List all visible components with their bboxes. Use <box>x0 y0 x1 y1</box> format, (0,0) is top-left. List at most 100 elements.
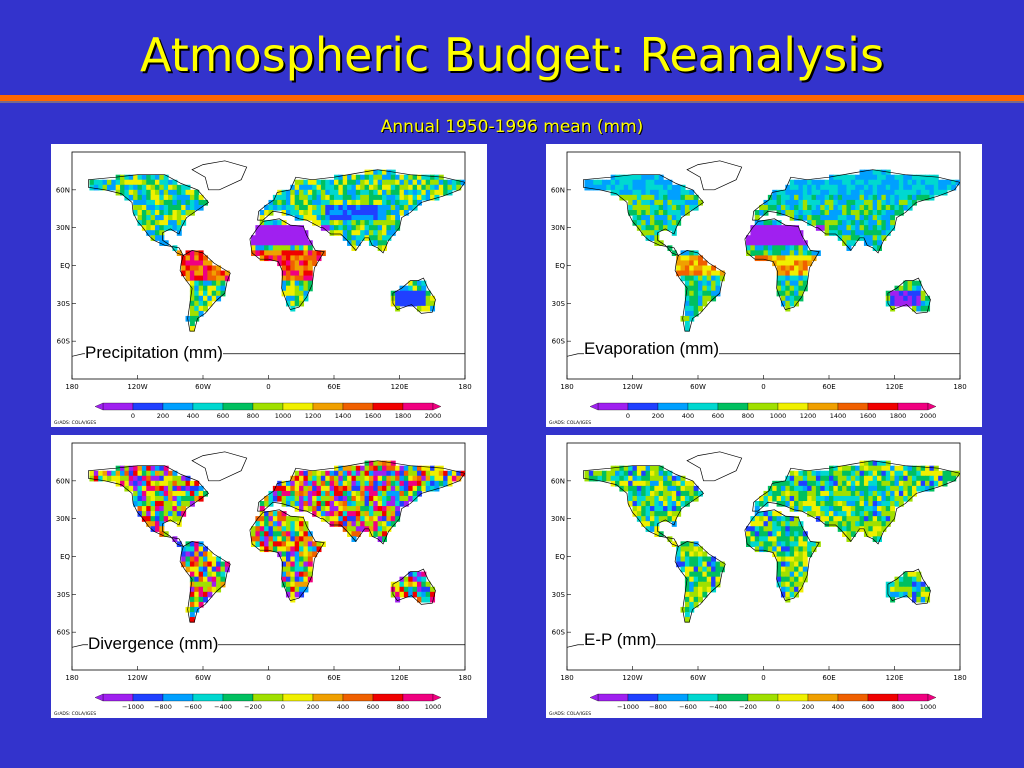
lon-tick-label: 0 <box>761 674 765 682</box>
colorbar-tick-label: 1800 <box>890 412 907 420</box>
colorbar-segment <box>282 402 314 411</box>
lat-tick-label: 30N <box>56 224 70 232</box>
colorbar-segment <box>687 402 719 411</box>
colorbar-segment <box>162 693 194 702</box>
colorbar-segment <box>867 402 899 411</box>
lon-tick-label: 0 <box>761 383 765 391</box>
africa-outline <box>744 218 820 311</box>
colorbar-segment <box>837 693 869 702</box>
slide-subtitle: Annual 1950-1996 mean (mm) <box>380 117 644 137</box>
colorbar-segment <box>372 402 404 411</box>
colorbar-segment <box>252 693 284 702</box>
samerica-outline <box>179 541 231 623</box>
colorbar-left-arrow <box>589 693 599 702</box>
colorbar-tick-label: −200 <box>244 703 262 711</box>
panel-label: Evaporation (mm) <box>584 339 720 359</box>
map-field <box>567 451 960 648</box>
colorbar-tick-label: 800 <box>892 703 904 711</box>
colorbar-tick-label: 1000 <box>275 412 292 420</box>
colorbar-segment <box>717 402 749 411</box>
lon-tick-label: 180 <box>65 674 78 682</box>
namerica-outline <box>583 174 705 257</box>
lat-tick-label: 30S <box>552 591 566 599</box>
colorbar-tick-label: 1600 <box>860 412 877 420</box>
grads-credit: GrADS: COLA/IGES <box>54 711 96 717</box>
colorbar-tick-label: 800 <box>397 703 409 711</box>
colorbar-tick-label: 400 <box>187 412 199 420</box>
lat-tick-label: EQ <box>555 262 565 270</box>
lat-tick-label: 30S <box>57 591 71 599</box>
lon-tick-label: 120E <box>886 383 904 391</box>
ep-map-panel: 60N 30N EQ 30S 60S 180 120W 60W 0 60E 120E 180 −1000… <box>546 435 982 718</box>
colorbar-segment <box>282 693 314 702</box>
colorbar-segment <box>312 402 344 411</box>
colorbar-segment <box>192 693 224 702</box>
colorbar-tick-label: 2000 <box>920 412 937 420</box>
colorbar-tick-label: −200 <box>739 703 757 711</box>
colorbar-tick-label: 200 <box>157 412 169 420</box>
map-field <box>72 160 465 357</box>
colorbar-tick-label: −800 <box>154 703 172 711</box>
map-figure: 60N 30N EQ 30S 60S 180 120W 60W 0 60E 120E 180 −1000… <box>54 442 472 717</box>
colorbar-right-arrow <box>927 402 937 411</box>
colorbar-segment <box>102 402 134 411</box>
australia-outline <box>392 568 436 605</box>
colorbar-segment <box>777 402 809 411</box>
lon-tick-label: 180 <box>458 674 471 682</box>
colorbar-segment <box>897 693 929 702</box>
colorbar-tick-label: 200 <box>652 412 664 420</box>
colorbar-tick-label: 800 <box>742 412 754 420</box>
lon-tick-label: 120E <box>391 383 409 391</box>
colorbar-segment <box>222 693 254 702</box>
samerica-outline <box>674 541 726 623</box>
australia-outline <box>887 568 931 605</box>
colorbar-segment <box>597 693 629 702</box>
samerica-outline <box>674 250 726 332</box>
colorbar-left-arrow <box>94 693 104 702</box>
lon-tick-label: 120E <box>391 674 409 682</box>
colorbar-tick-label: 800 <box>247 412 259 420</box>
colorbar-segment <box>192 402 224 411</box>
colorbar-tick-label: 400 <box>832 703 844 711</box>
colorbar-segment <box>867 693 899 702</box>
panel-label: Precipitation (mm) <box>85 343 223 363</box>
colorbar-segment <box>132 402 164 411</box>
colorbar-segment <box>897 402 929 411</box>
colorbar-segment <box>837 402 869 411</box>
colorbar-tick-label: 600 <box>862 703 874 711</box>
colorbar-segment <box>657 693 689 702</box>
colorbar-tick-label: −400 <box>214 703 232 711</box>
colorbar-segment <box>657 402 689 411</box>
colorbar-tick-label: 1200 <box>305 412 322 420</box>
colorbar-tick-label: 200 <box>307 703 319 711</box>
colorbar-segment <box>252 402 284 411</box>
australia-outline <box>887 277 931 314</box>
colorbar-tick-label: 1000 <box>425 703 442 711</box>
lon-tick-label: 60W <box>195 383 211 391</box>
lon-tick-label: 180 <box>560 674 573 682</box>
colorbar-segment <box>627 693 659 702</box>
colorbar-segment <box>162 402 194 411</box>
colorbar-tick-label: 1200 <box>800 412 817 420</box>
colorbar-segment <box>717 693 749 702</box>
colorbar-tick-label: 1400 <box>335 412 352 420</box>
namerica-outline <box>88 465 210 548</box>
lat-tick-label: 60N <box>551 186 565 194</box>
lat-tick-label: 30S <box>57 300 71 308</box>
colorbar-tick-label: 200 <box>802 703 814 711</box>
lon-tick-label: 180 <box>953 383 966 391</box>
colorbar-segment <box>687 693 719 702</box>
lat-tick-label: EQ <box>555 553 565 561</box>
grads-credit: GrADS: COLA/IGES <box>549 711 591 717</box>
australia-outline <box>392 277 436 314</box>
africa-outline <box>744 509 820 602</box>
lon-tick-label: 60E <box>822 674 835 682</box>
lat-tick-label: EQ <box>60 553 70 561</box>
grads-credit: GrADS: COLA/IGES <box>54 420 96 426</box>
lat-tick-label: 30N <box>551 515 565 523</box>
lon-tick-label: 60E <box>327 383 340 391</box>
colorbar-tick-label: 1600 <box>365 412 382 420</box>
colorbar-tick-label: 0 <box>281 703 285 711</box>
colorbar-tick-label: 400 <box>682 412 694 420</box>
